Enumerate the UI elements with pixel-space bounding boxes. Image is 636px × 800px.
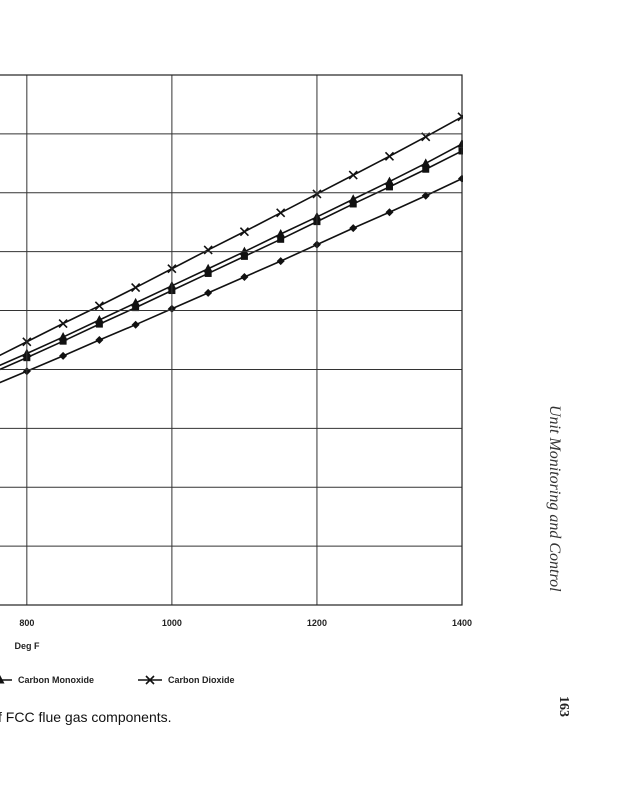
marker bbox=[203, 245, 213, 255]
page-number: 163 bbox=[556, 696, 571, 717]
marker bbox=[58, 332, 68, 341]
x-axis-label: Deg F bbox=[14, 641, 40, 651]
marker bbox=[59, 337, 67, 345]
marker bbox=[276, 208, 286, 218]
marker bbox=[349, 200, 357, 208]
marker bbox=[385, 208, 394, 217]
series-line bbox=[0, 150, 463, 371]
marker bbox=[277, 235, 285, 243]
marker bbox=[203, 263, 213, 273]
series-line bbox=[0, 143, 463, 367]
x-tick-label: 1000 bbox=[162, 618, 182, 628]
marker bbox=[94, 314, 104, 324]
series-line bbox=[0, 177, 463, 384]
x-tick-label: 800 bbox=[19, 618, 34, 628]
marker bbox=[131, 320, 140, 329]
running-head: Unit Monitoring and Control bbox=[546, 405, 563, 592]
marker bbox=[94, 301, 104, 311]
marker bbox=[240, 252, 248, 260]
series-line bbox=[0, 116, 463, 357]
legend-marker bbox=[145, 675, 155, 685]
marker bbox=[204, 269, 212, 277]
marker bbox=[131, 283, 141, 293]
marker bbox=[384, 176, 394, 186]
x-tick-label: 1200 bbox=[307, 618, 327, 628]
legend-label: Carbon Dioxide bbox=[168, 675, 235, 685]
marker bbox=[384, 151, 395, 161]
marker bbox=[276, 257, 285, 266]
marker bbox=[421, 191, 430, 200]
x-tick-label: 1400 bbox=[452, 618, 472, 628]
marker bbox=[240, 272, 249, 281]
marker bbox=[239, 227, 249, 237]
marker bbox=[348, 194, 358, 203]
marker bbox=[276, 229, 286, 238]
marker bbox=[131, 297, 141, 307]
legend-marker bbox=[0, 675, 5, 684]
marker bbox=[422, 165, 430, 173]
marker bbox=[95, 336, 104, 344]
marker bbox=[58, 318, 68, 329]
caption: f FCC flue gas components. bbox=[0, 709, 172, 725]
legend-label: Carbon Monoxide bbox=[18, 675, 94, 685]
marker bbox=[385, 183, 393, 191]
marker bbox=[239, 246, 249, 256]
marker bbox=[204, 288, 213, 297]
marker bbox=[132, 304, 140, 312]
marker bbox=[349, 224, 358, 233]
plot-border bbox=[0, 74, 463, 606]
marker bbox=[95, 320, 103, 328]
marker bbox=[59, 351, 68, 360]
marker bbox=[421, 158, 431, 167]
marker bbox=[458, 147, 463, 155]
marker bbox=[348, 170, 358, 180]
